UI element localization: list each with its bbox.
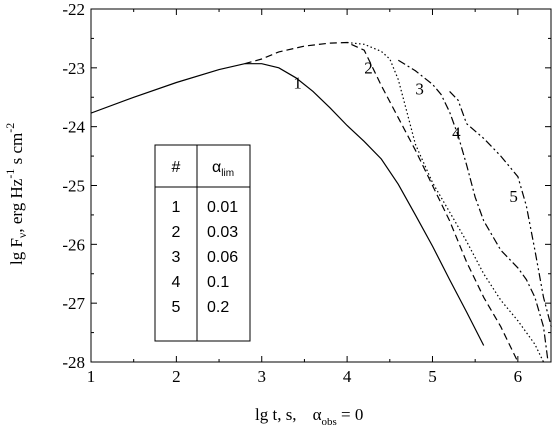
x-tick-label: 5	[428, 367, 437, 386]
curve-label-5: 5	[509, 187, 518, 206]
legend-table-cell-number: 3	[172, 249, 181, 266]
legend-table-cell-alpha: 0.2	[207, 299, 229, 316]
series-line-2	[244, 41, 519, 362]
legend-table-header-alpha: αlim	[212, 159, 234, 179]
legend-table-frame	[154, 144, 251, 342]
x-axis-label-alpha-sub: obs	[321, 416, 336, 428]
y-axis-label-main: lg F	[7, 238, 26, 265]
x-tick-label: 3	[257, 367, 266, 386]
x-tick-label: 4	[343, 367, 352, 386]
legend-table-header-number: #	[172, 159, 181, 176]
legend-table-cell-number: 4	[172, 274, 181, 291]
curve-label-3: 3	[415, 79, 424, 98]
y-tick-label: -22	[62, 0, 85, 19]
series-line-4	[397, 59, 549, 360]
y-tick-label: -28	[62, 353, 85, 372]
y-axis-label-unit3: cm	[7, 133, 26, 158]
curves-layer	[91, 41, 552, 362]
legend-table-cell-alpha: 0.06	[207, 249, 238, 266]
legend-table: # αlim 1 0.01 2 0.03 3 0.06 4 0.1 5 0.2	[154, 144, 251, 342]
y-tick-label: -26	[62, 235, 85, 254]
legend-table-cell-alpha: 0.03	[207, 224, 238, 241]
y-tick-label: -27	[62, 294, 85, 313]
legend-table-cell-alpha: 0.1	[207, 274, 229, 291]
y-tick-label: -23	[62, 59, 85, 78]
x-axis-label-suffix: = 0	[337, 405, 364, 424]
y-axis-label: lg Fν, erg Hz-1 s cm-2	[3, 123, 29, 265]
legend-table-cell-number: 2	[172, 224, 181, 241]
legend-table-cell-alpha: 0.01	[207, 199, 238, 216]
y-axis-label-unit2: s	[7, 158, 26, 169]
curve-label-2: 2	[364, 59, 373, 78]
curve-label-1: 1	[293, 73, 302, 92]
x-tick-label: 6	[514, 367, 523, 386]
x-tick-label: 1	[87, 367, 96, 386]
x-tick-label: 2	[172, 367, 181, 386]
curve-labels-layer: 1 2 3 4 5	[293, 59, 517, 206]
series-line-1	[91, 63, 485, 346]
legend-table-header-alpha-symbol: α	[212, 159, 221, 176]
ticks-layer: 1 2 3 4 5 6 -22 -23 -24 -25 -26 -27 -28	[62, 0, 551, 386]
y-tick-label: -25	[62, 177, 85, 196]
x-axis-label: lg t, s, αobs = 0	[255, 405, 363, 428]
x-axis-label-main: lg t, s,	[255, 405, 297, 424]
y-axis-label-nu: ν	[15, 232, 29, 238]
legend-table-cell-number: 5	[172, 299, 181, 316]
legend-table-header-alpha-sub: lim	[221, 168, 234, 179]
y-axis-label-exp2: -2	[3, 123, 17, 133]
legend-table-rows: 1 0.01 2 0.03 3 0.06 4 0.1 5 0.2	[172, 199, 239, 316]
series-line-3	[347, 41, 545, 362]
y-tick-label: -24	[62, 118, 85, 137]
x-axis-label-alpha: α	[313, 405, 322, 424]
y-axis-label-unit1: , erg Hz	[7, 178, 26, 232]
plot-frame	[90, 8, 552, 363]
y-axis-label-exp1: -1	[3, 169, 17, 179]
curve-label-4: 4	[452, 123, 461, 142]
series-line-5	[449, 90, 552, 330]
legend-table-cell-number: 1	[172, 199, 181, 216]
